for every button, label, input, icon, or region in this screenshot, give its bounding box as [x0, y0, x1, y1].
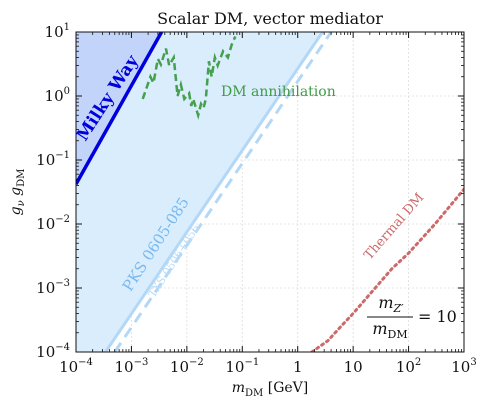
- axis-tick-labels: 10−4 10−3 10−2 10−1 1 10 102 103 10−4 10−3 10−2 10−…: [36, 22, 477, 376]
- thermal-dm-label: Thermal DM: [361, 190, 427, 263]
- x-tick-label: 102: [396, 357, 421, 376]
- plot-area: [76, 32, 464, 352]
- x-tick-label: 10−4: [59, 357, 93, 376]
- ratio-equals: = 10: [418, 307, 457, 326]
- y-tick-label: 10−1: [36, 150, 70, 169]
- pks-line: [104, 32, 324, 352]
- thermal-dm-line: [310, 187, 464, 352]
- y-tick-label: 10−2: [36, 214, 70, 233]
- x-tick-label: 1: [293, 358, 303, 376]
- ratio-numerator: mZ′: [378, 293, 404, 315]
- x-tick-label: 10−2: [170, 357, 204, 376]
- y-tick-label: 10−4: [36, 342, 70, 361]
- milky-way-line: [76, 32, 164, 185]
- chart-title: Scalar DM, vector mediator: [157, 9, 383, 28]
- y-axis-label: gν gDM: [8, 169, 27, 216]
- y-tick-label: 101: [45, 22, 70, 41]
- ratio-denominator: mDM: [372, 319, 407, 341]
- y-tick-label: 100: [45, 86, 70, 105]
- x-tick-label: 10−3: [115, 357, 149, 376]
- pks-excluded-region: [76, 32, 323, 352]
- plot-frame: [75, 31, 465, 353]
- x-tick-label: 103: [451, 357, 476, 376]
- axis-ticks: [75, 31, 465, 353]
- mass-ratio-annotation: mZ′ mDM = 10: [367, 293, 457, 341]
- x-tick-label: 10: [344, 358, 363, 376]
- x-tick-label: 10−1: [225, 357, 259, 376]
- txs-line: [113, 32, 333, 352]
- x-axis-label: mDM [GeV]: [232, 380, 309, 399]
- dm-annihilation-line: [141, 35, 237, 120]
- dm-annihilation-label: DM annihilation: [221, 84, 336, 100]
- y-tick-label: 10−3: [36, 278, 70, 297]
